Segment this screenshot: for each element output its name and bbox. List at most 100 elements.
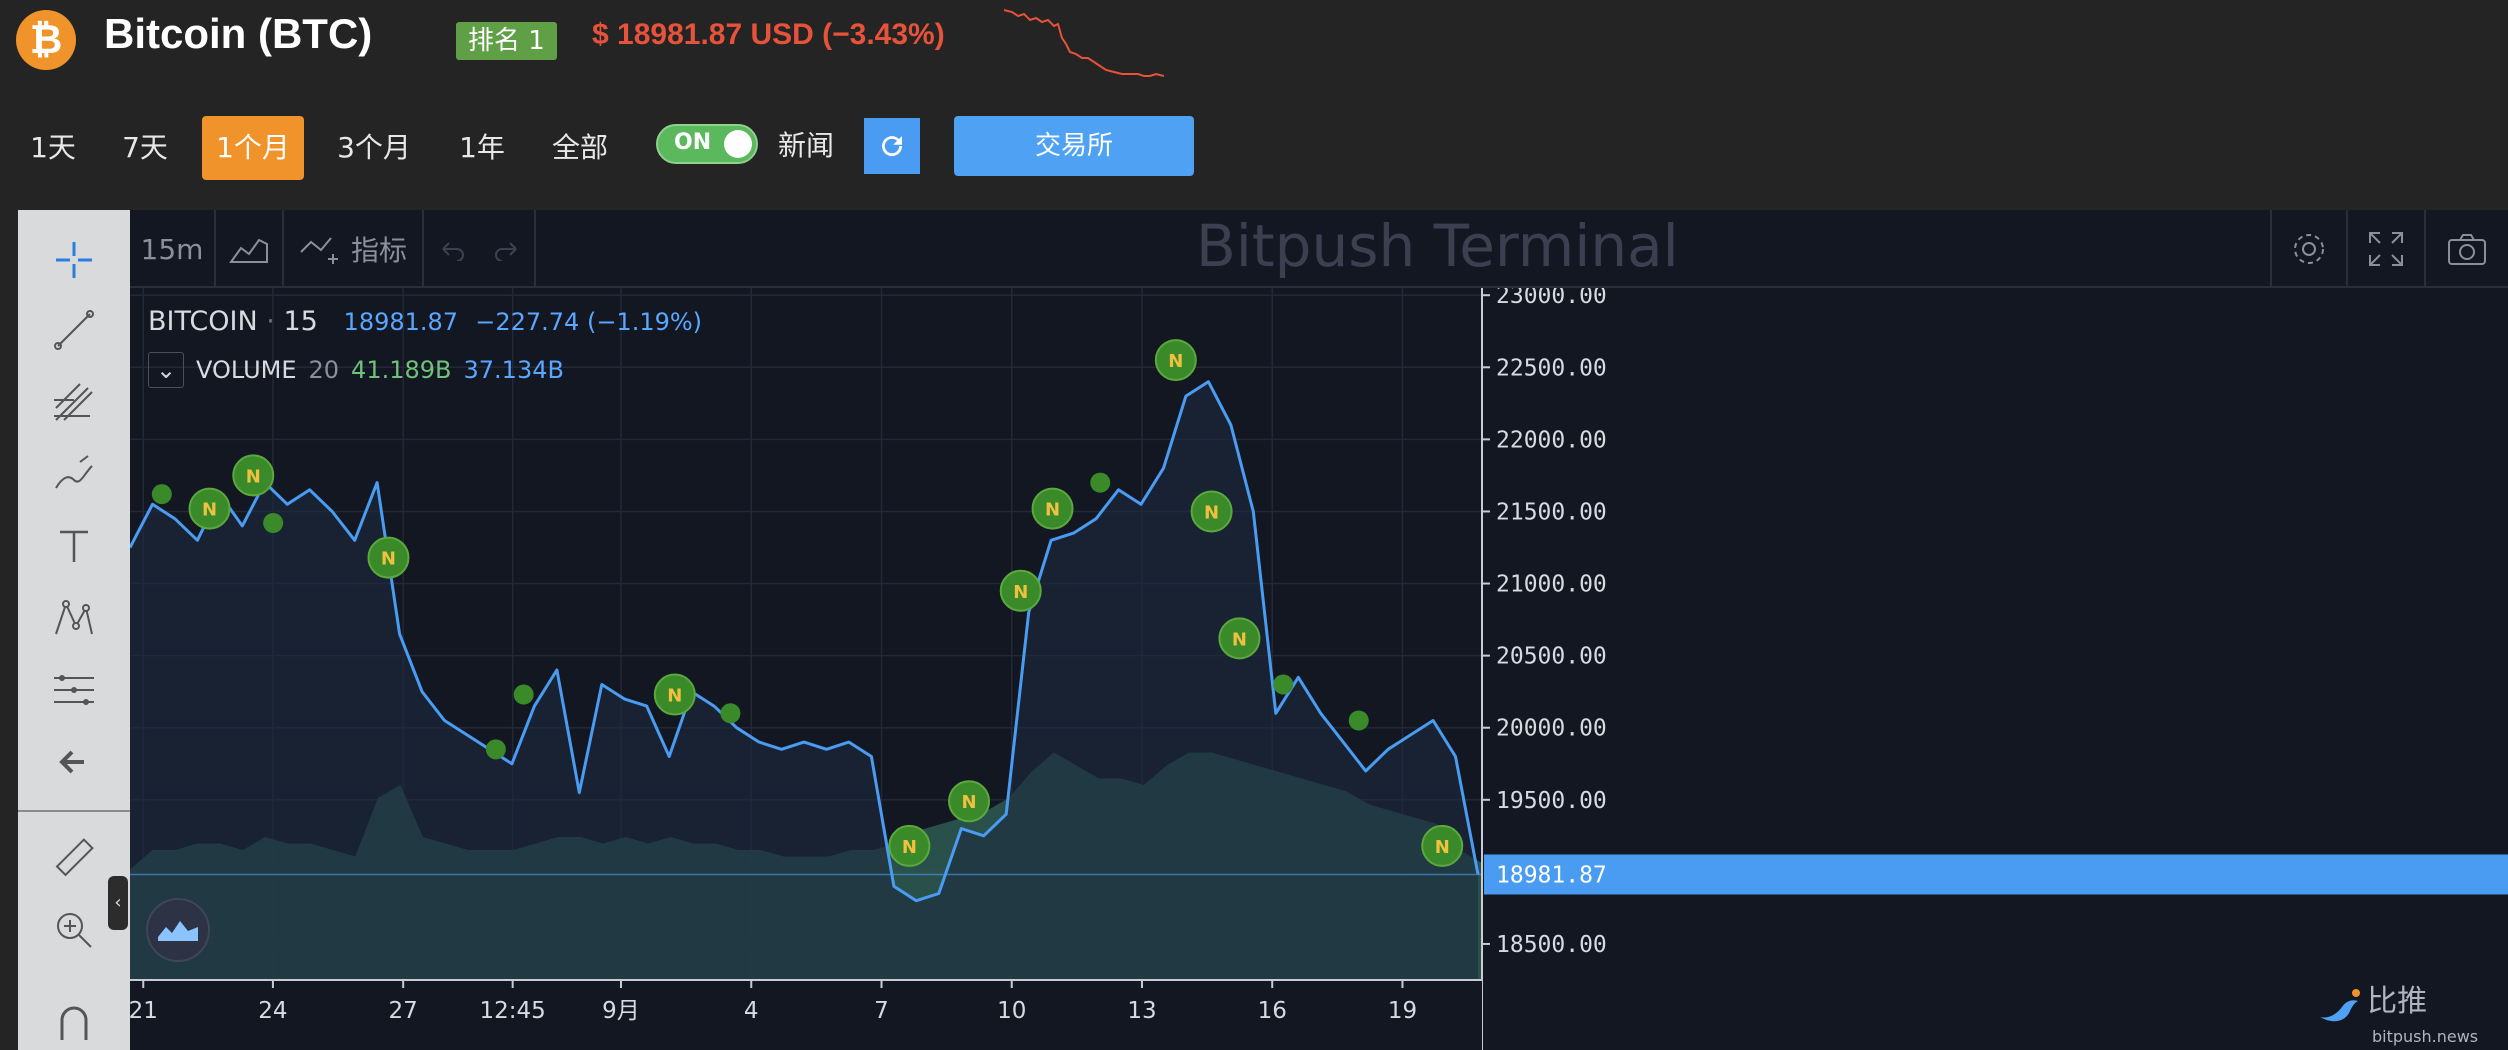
text-icon <box>60 530 88 562</box>
time-tick-label: 13 <box>1127 998 1156 1024</box>
price-area-fill <box>130 381 1478 980</box>
chart-topbar: 15m 指标 <box>130 210 2508 288</box>
crosshair-tool[interactable] <box>48 234 100 286</box>
time-tick-label: 16 <box>1258 998 1287 1024</box>
camera-icon <box>2448 234 2486 265</box>
volume-value-a: 41.189B <box>351 356 452 384</box>
news-marker <box>367 536 410 579</box>
text-tool[interactable] <box>48 520 100 572</box>
price-tick-label: 22500.00 <box>1496 355 1607 381</box>
news-marker <box>513 684 534 705</box>
news-marker <box>1190 490 1233 533</box>
time-tick-label: 12:45 <box>480 998 546 1024</box>
news-marker <box>1273 674 1294 695</box>
brush-tool[interactable] <box>48 448 100 500</box>
price-axis <box>1482 288 2508 1050</box>
ruler-tool[interactable] <box>48 832 100 884</box>
time-tick-label: 10 <box>997 998 1026 1024</box>
settings-button[interactable] <box>2270 210 2348 288</box>
gear-icon <box>2294 234 2324 264</box>
magnet-tool[interactable] <box>48 994 100 1046</box>
back-tool[interactable] <box>48 736 100 788</box>
brand-cn: 比推 <box>2367 984 2428 1019</box>
time-tick-label: 21 <box>130 998 158 1024</box>
toggle-state-label: ON <box>674 130 712 155</box>
timeframe-3m[interactable]: 3个月 <box>337 131 411 164</box>
trendline-tool[interactable] <box>48 304 100 356</box>
news-marker <box>1031 487 1074 530</box>
zoom-tool[interactable] <box>48 904 100 956</box>
timeframe-1y[interactable]: 1年 <box>459 131 505 164</box>
sparkline-chart <box>1004 9 1164 77</box>
redo-button[interactable] <box>480 210 536 288</box>
coin-title: Bitcoin (BTC) <box>104 10 373 57</box>
news-label: 新闻 <box>778 129 835 162</box>
price-line <box>130 380 1480 903</box>
undo-icon <box>442 242 464 261</box>
time-tick-label: 24 <box>258 998 287 1024</box>
news-marker-label: N <box>246 466 261 487</box>
bitcoin-logo-icon: ₿ <box>16 10 76 70</box>
ruler-icon <box>55 838 94 877</box>
toggle-knob <box>724 130 752 158</box>
time-tick-label: 4 <box>744 998 759 1024</box>
levels-icon <box>54 675 94 705</box>
screenshot-button[interactable] <box>2426 210 2508 288</box>
zoom-icon <box>57 913 92 948</box>
news-marker <box>151 484 172 505</box>
news-marker <box>1090 472 1111 493</box>
pattern-tool[interactable] <box>48 592 100 644</box>
news-marker-label: N <box>1045 500 1060 521</box>
news-marker <box>1218 617 1261 660</box>
forecast-tool[interactable] <box>48 664 100 716</box>
collapse-toolbar-button[interactable]: ‹ <box>108 876 128 930</box>
timeframe-1d[interactable]: 1天 <box>30 131 76 164</box>
news-marker-label: N <box>1435 837 1450 858</box>
timeframe-7d[interactable]: 7天 <box>122 131 168 164</box>
news-marker <box>188 487 231 530</box>
indicators-button[interactable]: 指标 <box>284 210 424 288</box>
news-marker-label: N <box>202 500 217 521</box>
bitpush-watermark: 比推 bitpush.news <box>2316 976 2478 1046</box>
news-marker-label: N <box>1013 582 1028 603</box>
price-chart[interactable]: N N N N N N N N N N N N 23000.00 22500.00 22000.00 2150… <box>130 288 2508 1050</box>
redo-icon <box>495 242 517 261</box>
undo-button[interactable] <box>424 210 480 288</box>
trendline-icon <box>54 310 94 350</box>
news-marker <box>232 454 275 497</box>
news-toggle[interactable]: ON <box>656 124 758 164</box>
pattern-icon <box>55 600 93 635</box>
time-tick-label: 9月 <box>602 998 640 1024</box>
price-tick-label: 20500.00 <box>1496 644 1607 670</box>
news-marker <box>263 512 284 533</box>
timeframe-1m[interactable]: 1个月 <box>202 116 304 180</box>
rank-badge: 排名 1 <box>456 22 557 60</box>
refresh-icon <box>882 136 903 157</box>
arrow-left-icon <box>59 750 84 774</box>
price-legend: BITCOIN · 15 18981.87 −227.74 (−1.19%) <box>148 306 703 337</box>
time-tick-label: 27 <box>389 998 418 1024</box>
volume-legend: ⌄ VOLUME 20 41.189B 37.134B <box>148 352 564 388</box>
fullscreen-button[interactable] <box>2348 210 2426 288</box>
time-tick-label: 19 <box>1388 998 1417 1024</box>
news-marker-label: N <box>667 686 682 707</box>
interval-button[interactable]: 15m <box>130 210 216 288</box>
indicators-label: 指标 <box>350 234 407 267</box>
bitpush-logo-icon[interactable] <box>146 898 210 962</box>
news-marker-label: N <box>381 549 396 570</box>
news-marker <box>653 673 696 716</box>
news-marker <box>1421 824 1464 867</box>
chevron-down-icon[interactable]: ⌄ <box>148 352 184 388</box>
brand-en: bitpush.news <box>2372 1026 2479 1046</box>
chart-type-button[interactable] <box>216 210 284 288</box>
fib-tool[interactable] <box>48 376 100 428</box>
refresh-button[interactable] <box>864 118 920 174</box>
news-marker-label: N <box>902 837 917 858</box>
news-marker <box>999 569 1042 612</box>
news-marker <box>1154 339 1197 382</box>
legend-symbol: BITCOIN <box>148 306 258 337</box>
exchange-button[interactable]: 交易所 <box>954 116 1194 176</box>
price-tick-label: 20000.00 <box>1496 716 1607 742</box>
volume-value-b: 37.134B <box>463 356 564 384</box>
timeframe-all[interactable]: 全部 <box>551 131 608 164</box>
